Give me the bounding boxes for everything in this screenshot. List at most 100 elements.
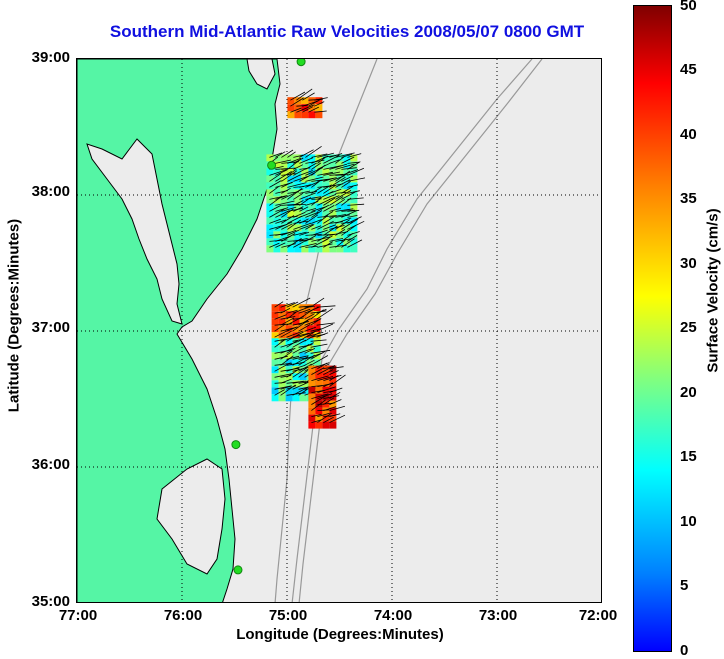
velocity-cell bbox=[271, 304, 279, 312]
velocity-cell bbox=[306, 304, 314, 312]
velocity-vector bbox=[316, 308, 333, 320]
map-plot-area[interactable] bbox=[76, 58, 602, 603]
velocity-cell bbox=[350, 175, 358, 183]
velocity-vector bbox=[323, 366, 335, 369]
velocity-vector bbox=[311, 219, 322, 224]
velocity-cell bbox=[336, 238, 344, 246]
velocity-cell bbox=[271, 325, 279, 333]
velocity-cell bbox=[343, 224, 351, 232]
velocity-vector bbox=[274, 362, 291, 372]
velocity-cell bbox=[278, 359, 286, 367]
velocity-cell bbox=[322, 372, 330, 380]
bathymetry-contour bbox=[298, 59, 543, 602]
velocity-cell bbox=[294, 161, 302, 169]
velocity-cell bbox=[343, 182, 351, 190]
radar-station-marker[interactable] bbox=[267, 160, 277, 170]
velocity-vector bbox=[286, 301, 299, 308]
velocity-cell bbox=[294, 238, 302, 246]
velocity-cell bbox=[322, 189, 330, 197]
velocity-cell bbox=[306, 325, 314, 333]
velocity-vector bbox=[347, 220, 365, 230]
velocity-vector bbox=[292, 305, 312, 314]
velocity-cell bbox=[315, 365, 323, 373]
velocity-vector bbox=[317, 412, 332, 423]
xtick-label: 74:00 bbox=[373, 607, 413, 624]
velocity-cell bbox=[301, 231, 309, 239]
velocity-cell bbox=[329, 414, 337, 422]
velocity-vector bbox=[317, 243, 333, 248]
velocity-cell bbox=[292, 311, 300, 319]
velocity-cell bbox=[278, 325, 286, 333]
velocity-vector bbox=[347, 209, 360, 212]
velocity-vector bbox=[341, 153, 353, 158]
velocity-vector bbox=[274, 323, 286, 332]
velocity-vector bbox=[323, 406, 337, 411]
velocity-vector bbox=[292, 367, 308, 378]
velocity-cell bbox=[280, 245, 288, 253]
radar-station-marker[interactable] bbox=[231, 440, 241, 450]
velocity-vector bbox=[298, 331, 316, 342]
velocity-vector bbox=[341, 224, 357, 236]
velocity-vector bbox=[299, 218, 309, 224]
velocity-cell bbox=[322, 421, 330, 429]
velocity-vector bbox=[280, 327, 296, 332]
velocity-vector bbox=[293, 192, 304, 200]
velocity-cell bbox=[308, 421, 316, 429]
velocity-cell bbox=[285, 345, 293, 353]
velocity-vector bbox=[269, 186, 279, 194]
velocity-cell bbox=[301, 104, 309, 112]
velocity-vector bbox=[317, 412, 330, 417]
velocity-vector bbox=[317, 177, 337, 182]
velocity-cell bbox=[273, 224, 281, 232]
velocity-vector bbox=[299, 231, 310, 236]
velocity-cell bbox=[308, 393, 316, 401]
velocity-vector bbox=[275, 170, 292, 182]
radar-station-marker[interactable] bbox=[233, 565, 243, 575]
velocity-vector bbox=[280, 308, 291, 314]
radar-station-marker[interactable] bbox=[296, 59, 306, 67]
velocity-vector bbox=[287, 219, 301, 230]
velocity-cell bbox=[308, 414, 316, 422]
velocity-cell bbox=[280, 168, 288, 176]
velocity-vector bbox=[317, 215, 337, 218]
velocity-vector bbox=[275, 210, 290, 218]
velocity-cell bbox=[278, 352, 286, 360]
velocity-vector bbox=[275, 235, 291, 242]
velocity-vector bbox=[329, 195, 340, 200]
velocity-vector bbox=[287, 207, 303, 212]
velocity-cell bbox=[292, 359, 300, 367]
velocity-cell bbox=[301, 238, 309, 246]
velocity-cell bbox=[315, 168, 323, 176]
velocity-vector bbox=[310, 343, 328, 348]
velocity-cell bbox=[336, 231, 344, 239]
velocity-cell bbox=[301, 161, 309, 169]
velocity-vector bbox=[269, 208, 285, 218]
velocity-cell bbox=[292, 304, 300, 312]
velocity-cell bbox=[280, 154, 288, 162]
velocity-vector bbox=[280, 367, 300, 372]
velocity-vector bbox=[329, 391, 341, 399]
velocity-vector bbox=[311, 375, 329, 381]
colorbar-tick: 40 bbox=[680, 126, 697, 143]
velocity-cell bbox=[315, 224, 323, 232]
velocity-cell bbox=[329, 168, 337, 176]
velocity-cell bbox=[285, 304, 293, 312]
velocity-vector bbox=[281, 229, 297, 236]
velocity-vector bbox=[335, 156, 345, 164]
velocity-vector bbox=[281, 233, 296, 242]
velocity-vector bbox=[293, 238, 308, 242]
velocity-vector bbox=[296, 105, 308, 107]
velocity-cell bbox=[285, 380, 293, 388]
velocity-cell bbox=[294, 217, 302, 225]
velocity-cell bbox=[350, 245, 358, 253]
velocity-vector bbox=[305, 211, 319, 218]
velocity-cell bbox=[278, 304, 286, 312]
velocity-cell bbox=[350, 231, 358, 239]
velocity-cell bbox=[292, 345, 300, 353]
velocity-cell bbox=[278, 332, 286, 340]
velocity-vector bbox=[286, 309, 298, 314]
velocity-vector bbox=[292, 355, 309, 360]
velocity-vector bbox=[317, 386, 336, 393]
velocity-cell bbox=[308, 168, 316, 176]
velocity-vector bbox=[274, 314, 287, 320]
